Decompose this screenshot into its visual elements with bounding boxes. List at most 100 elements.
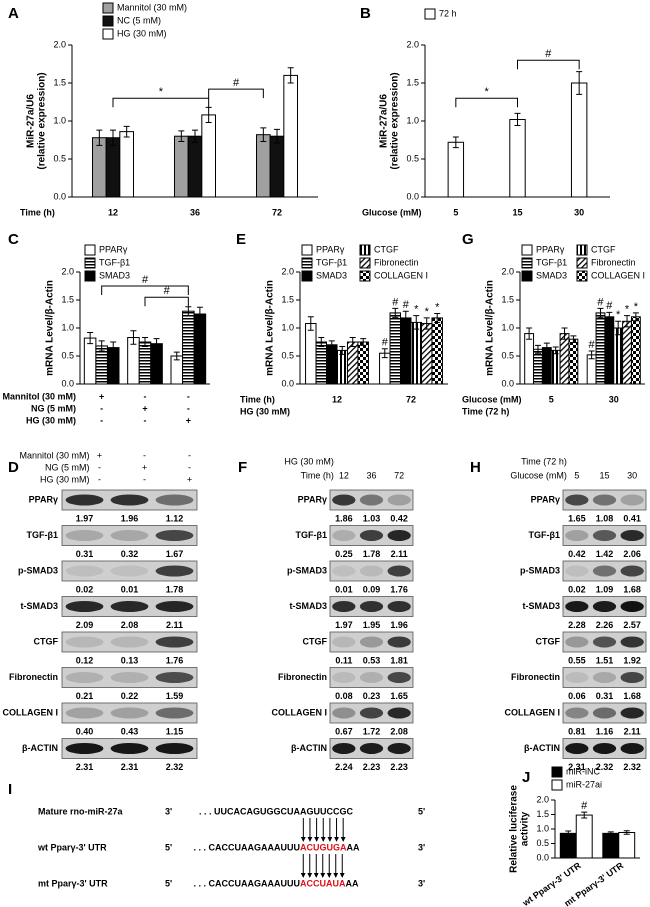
sequence: . . . CACCUAAGAAAUUU: [194, 878, 301, 888]
bar: [150, 343, 163, 385]
band: [620, 743, 644, 754]
y-axis-label: (relative expression): [37, 72, 48, 169]
seed-site: AGUUCCG: [300, 806, 347, 816]
sequence: C: [347, 806, 354, 816]
significance-mark: *: [435, 301, 440, 313]
y-tick-label: 2.0: [53, 39, 66, 49]
blot-condition-value: -: [143, 450, 146, 460]
legend-swatch: [424, 8, 436, 20]
densitometry-value: 1.03: [363, 513, 381, 523]
legend-swatch: [576, 270, 588, 282]
bar: [604, 316, 615, 385]
densitometry-value: 2.24: [335, 762, 353, 772]
y-tick-label: 1.5: [61, 294, 74, 304]
x-tick-label: 12: [108, 207, 118, 217]
blot-condition-value: -: [98, 462, 101, 472]
sequence: . . . CACCUAAGAAAUUU: [194, 842, 301, 852]
significance-mark: #: [142, 274, 149, 286]
error-bar: [87, 331, 94, 345]
densitometry-value: 2.57: [623, 620, 641, 630]
error-bar: [260, 127, 267, 143]
significance-mark: *: [414, 304, 419, 316]
condition-sign: -: [187, 403, 190, 413]
band: [387, 565, 411, 577]
blot-strip: [329, 560, 414, 582]
band: [359, 636, 384, 648]
bar: [602, 832, 620, 859]
protein-label: Fibronectin: [9, 672, 58, 682]
blot-strip: [562, 560, 647, 582]
row-label: Mature rno-miR-27a: [38, 806, 124, 816]
bar: [138, 341, 152, 385]
band: [65, 743, 104, 754]
densitometry-value: 2.11: [166, 620, 183, 630]
condition-sign: +: [142, 403, 147, 413]
error-bar: [588, 350, 595, 360]
densitometry-value: 2.26: [596, 620, 614, 630]
densitometry-value: 1.42: [596, 549, 614, 559]
densitometry-value: 1.67: [166, 549, 184, 559]
densitometry-value: 0.21: [76, 691, 94, 701]
densitometry-value: 0.06: [568, 691, 586, 701]
band: [359, 601, 384, 612]
bar: [389, 312, 402, 385]
y-axis-label: activity: [520, 811, 531, 846]
bar: [305, 323, 317, 385]
x-tick-label: 5: [453, 207, 458, 217]
error-bar: [318, 337, 325, 347]
panel-letter: F: [238, 459, 247, 476]
blot-condition-value: -: [188, 450, 191, 460]
band: [620, 636, 644, 648]
sequence: . . . UUCACAGUGGCUA: [199, 806, 301, 816]
band: [110, 530, 149, 541]
error-bar: [392, 307, 399, 318]
legend-label: TGF-β1: [99, 257, 130, 267]
panel-letter: H: [470, 459, 481, 476]
error-bar: [142, 337, 148, 347]
densitometry-value: 1.76: [390, 584, 408, 594]
band: [155, 530, 194, 541]
densitometry-value: 1.92: [623, 655, 641, 665]
y-axis-label: MiR-27a/U6: [379, 94, 390, 148]
band: [592, 530, 617, 541]
y-axis-label: MiR-27a/U6: [26, 94, 37, 148]
blot-condition-value: 15: [599, 470, 609, 480]
band: [155, 707, 194, 719]
blot-condition-value: +: [187, 474, 192, 484]
densitometry-value: 1.97: [76, 513, 94, 523]
blot-condition: Mannitol (30 mM): [19, 450, 89, 460]
blot-condition-value: 30: [627, 470, 637, 480]
strand-end: 5': [165, 878, 172, 888]
band: [565, 636, 589, 648]
band: [387, 601, 411, 612]
legend-swatch: [102, 15, 114, 27]
significance-mark: #: [392, 296, 399, 308]
bar: [622, 320, 632, 385]
error-bar: [153, 338, 160, 350]
y-tick-label: 2.0: [501, 266, 514, 276]
x-axis-label: Time (h): [240, 394, 275, 404]
blot-strip: [61, 702, 198, 724]
bar: [326, 344, 338, 385]
densitometry-value: 1.76: [166, 655, 184, 665]
x-tick-label: 15: [512, 207, 522, 217]
densitometry-value: 0.13: [121, 655, 139, 665]
condition-label: NG (5 mM): [31, 403, 76, 413]
blot-strip: [61, 667, 198, 688]
legend-label: miR-27ai: [566, 779, 602, 789]
error-bar: [173, 351, 180, 361]
legend-label: miR-iNC: [566, 766, 600, 776]
error-bar: [339, 345, 346, 355]
densitometry-value: 2.31: [76, 762, 94, 772]
legend-swatch: [301, 270, 313, 282]
densitometry-value: 0.02: [568, 584, 586, 594]
band: [592, 743, 617, 754]
legend-label: Mannitol (30 mM): [117, 2, 187, 12]
legend-swatch: [301, 257, 313, 269]
error-bar: [452, 136, 459, 149]
legend-label: COLLAGEN I: [374, 270, 428, 280]
densitometry-value: 2.08: [390, 726, 408, 736]
blot-condition: NG (5 mM): [45, 462, 90, 472]
error-bar: [434, 312, 441, 323]
band: [592, 565, 617, 577]
